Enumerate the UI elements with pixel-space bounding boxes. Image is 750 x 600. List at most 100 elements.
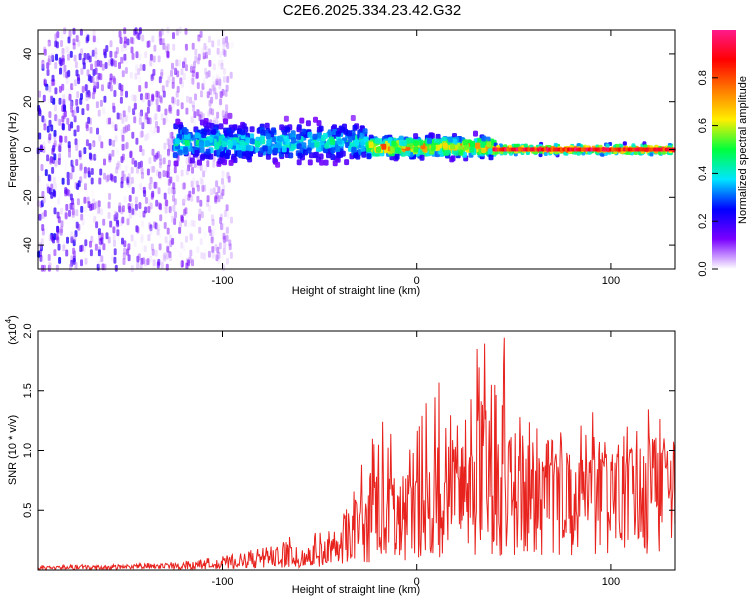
spectrogram-cell [103,158,106,166]
spectrogram-cell [151,35,155,43]
spectrogram-cell [194,55,198,63]
spectrogram-cell [273,147,279,154]
spectrogram-cell [97,260,101,268]
spectrogram-cell [99,99,103,107]
spectrogram-cell [255,141,261,148]
spectrogram-cell [343,128,349,135]
spectrogram-cell [177,149,183,156]
spectrogram-cell [79,164,83,172]
spectrogram-cell [203,248,207,256]
spectrogram-cell [239,139,245,146]
spectrogram-cell [88,143,92,150]
spectrogram-cell [576,143,581,148]
spectrogram-cell [190,180,194,188]
spectrogram-cell [228,239,232,247]
spectrogram-cell [223,67,226,75]
spectrogram-cell [113,256,117,264]
spectrogram-cell [137,253,141,261]
spectrogram-cell [93,202,97,210]
spectrogram-cell [96,81,100,89]
spectrogram-cell [86,69,90,77]
spectrogram-cell [149,202,153,210]
spectrogram-cell [162,157,166,165]
spectrogram-cell [70,231,73,239]
spectrogram-cell [177,59,181,67]
spectrogram-cell [190,116,194,124]
spectrogram-cell [196,184,200,192]
spectrogram-cell [191,100,195,108]
spectrogram-cell [81,85,85,93]
spectrogram-cell [191,174,195,182]
spectrogram-cell [139,183,143,191]
spectrogram-cell [335,130,341,137]
snr-x-tick-label: 0 [414,576,420,588]
spectrogram-cell [54,114,58,122]
spectrogram-cell [154,249,158,257]
spectrogram-cell [201,83,205,90]
spectrogram-cell [50,183,54,191]
spectrogram-cell [47,39,51,47]
spectrogram-cell [109,50,113,58]
spectrogram-cell [189,249,193,257]
spectrogram-cell [65,45,69,53]
spectrogram-cell [73,234,77,242]
spectrogram-cell [42,196,46,204]
spectrogram-cell [184,27,188,35]
spectrogram-cell [130,234,134,242]
spectrogram-cell [182,198,186,206]
spectrogram-cell [68,124,72,131]
spectrogram-cell [68,93,72,101]
spectrogram-cell [159,38,163,46]
spectrogram-cell [109,84,113,92]
spectrogram-cell [53,140,57,147]
spectrogram-cell [147,99,151,107]
spectrogram-cell [69,50,73,58]
spectrogram-cell [208,225,212,233]
spectrogram-cell [488,154,494,161]
spectrogram-cell [229,71,233,79]
spectrogram-cell [167,106,171,114]
spectrogram-cell [128,215,132,223]
spectrogram-cell [206,122,212,129]
spectrogram-cell [98,177,102,185]
spectrogram-cell [121,205,125,213]
spectrogram-cell [229,251,233,259]
spectrogram-cell [196,57,200,65]
spectrogram-cell [82,245,86,253]
spectrogram-cell [188,76,192,84]
spectrogram-cell [161,85,165,93]
spectrogram-cell [140,167,144,175]
snr-scale-exponent: 4 [4,318,13,323]
spectrogram-cell [140,93,143,101]
snr-plot-area [38,331,675,570]
spectrogram-cell [223,241,227,249]
spectrogram-cell [354,139,360,146]
spectrogram-cell [69,100,73,108]
spectrogram-cell [50,124,54,132]
spectrogram-cell [374,137,380,144]
spectrogram-y-label: Frequency (Hz) [7,112,19,188]
spectrogram-cell [144,196,148,204]
spectrogram-cell [503,151,508,156]
spectrogram-cell [141,34,145,42]
spectrogram-cell [183,128,189,135]
spectrogram-cell [95,151,99,159]
spectrogram-cell [143,39,147,47]
spectrogram-cell [140,109,143,117]
spectrogram-cell [94,51,98,59]
spectrogram-cell [187,164,191,172]
spectrogram-cell [114,135,118,143]
spectrogram-cell [480,141,486,148]
spectrogram-cell [452,138,458,145]
spectrogram-cell [166,171,170,179]
spectrogram-cell [46,41,50,49]
spectrogram-cell [152,115,156,123]
spectrogram-cell [116,121,119,129]
spectrogram-cell [138,211,142,219]
spectrogram-cell [74,61,78,69]
spectrogram-cell [149,255,153,263]
spectrogram-cell [157,104,161,112]
spectrogram-cell [128,211,132,219]
spectrogram-cell [100,255,104,263]
spectrogram-cell [77,138,81,146]
